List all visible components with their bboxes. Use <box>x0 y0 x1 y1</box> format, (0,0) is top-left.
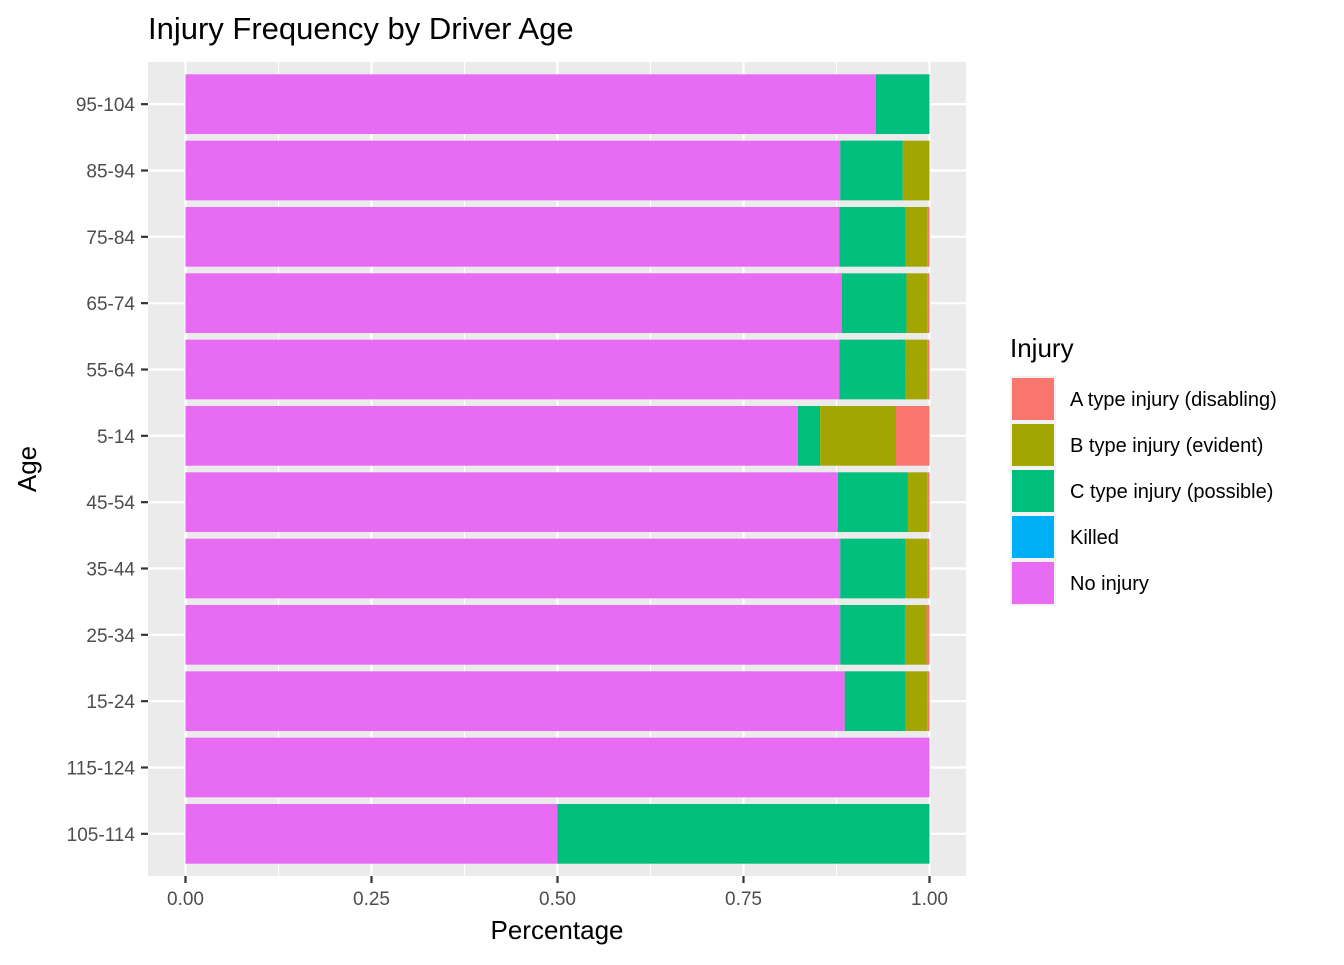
y-tick-label: 55-64 <box>86 361 135 382</box>
bar-segment-5-14-c <box>797 405 821 466</box>
bar-segment-45-54-a <box>927 472 930 533</box>
y-tick-label: 85-94 <box>86 162 135 183</box>
bar-segment-25-34-no <box>185 604 841 665</box>
x-tick-label: 0.25 <box>353 889 390 910</box>
legend-item-label: Killed <box>1070 527 1119 549</box>
bar-segment-105-114-c <box>557 803 930 864</box>
bar-segment-55-64-c <box>839 339 906 400</box>
x-tick-label: 0.00 <box>167 889 204 910</box>
x-tick-label: 0.75 <box>725 889 762 910</box>
bar-segment-105-114-no <box>185 803 558 864</box>
bar-segment-25-34-b <box>904 604 927 665</box>
bar-segment-45-54-no <box>185 472 838 533</box>
bar-segment-75-84-c <box>839 206 906 267</box>
bar-segment-15-24-b <box>905 671 928 732</box>
bar-segment-55-64-no <box>185 339 840 400</box>
legend-key-swatch <box>1012 424 1054 466</box>
legend-item-label: A type injury (disabling) <box>1070 389 1277 411</box>
y-tick-label: 25-34 <box>86 626 135 647</box>
bar-segment-85-94-c <box>840 140 903 201</box>
legend-key-swatch <box>1012 470 1054 512</box>
legend-key-swatch <box>1012 516 1054 558</box>
bars <box>185 74 930 864</box>
bar-segment-25-34-a <box>926 604 930 665</box>
bar-segment-25-34-c <box>840 604 905 665</box>
bar-segment-45-54-b <box>907 472 928 533</box>
bar-segment-65-74-no <box>185 273 842 334</box>
legend-item-label: C type injury (possible) <box>1070 481 1273 503</box>
bar-segment-65-74-c <box>841 273 907 334</box>
bar-segment-15-24-a <box>927 671 930 732</box>
bar-segment-35-44-a <box>927 538 930 599</box>
legend-title: Injury <box>1010 333 1074 363</box>
chart-title: Injury Frequency by Driver Age <box>148 11 574 46</box>
legend-item-label: B type injury (evident) <box>1070 435 1263 457</box>
y-tick-label: 5-14 <box>97 427 135 448</box>
bar-segment-65-74-b <box>906 273 928 334</box>
bar-segment-35-44-b <box>905 538 928 599</box>
bar-segment-85-94-b <box>902 140 930 201</box>
bar-segment-65-74-a <box>927 273 930 334</box>
bar-segment-75-84-a <box>927 206 930 267</box>
y-axis: 95-104 85-94 75-84 65-74 55-64 5-14 45-54 35-44… <box>67 95 148 846</box>
y-tick-label: 105-114 <box>67 825 136 846</box>
x-tick-label: 0.50 <box>539 889 576 910</box>
bar-segment-35-44-c <box>840 538 906 599</box>
bar-segment-45-54-c <box>837 472 908 533</box>
y-tick-label: 15-24 <box>86 692 135 713</box>
bar-segment-35-44-no <box>185 538 841 599</box>
bar-segment-75-84-no <box>185 206 840 267</box>
y-tick-label: 45-54 <box>86 493 135 514</box>
y-tick-label: 35-44 <box>86 560 135 581</box>
bar-segment-95-104-c <box>875 74 930 135</box>
bar-segment-5-14-no <box>185 405 798 466</box>
bar-segment-5-14-a <box>896 405 930 466</box>
bar-segment-75-84-b <box>905 206 928 267</box>
bar-segment-15-24-c <box>844 671 906 732</box>
bar-segment-15-24-no <box>185 671 845 732</box>
bar-segment-95-104-no <box>185 74 876 135</box>
legend-key-swatch <box>1012 378 1054 420</box>
x-axis-label: Percentage <box>491 915 624 945</box>
bar-segment-55-64-a <box>927 339 930 400</box>
y-axis-label: Age <box>12 446 42 492</box>
y-tick-label: 65-74 <box>86 294 135 315</box>
legend-item-label: No injury <box>1070 573 1149 595</box>
y-tick-label: 95-104 <box>76 95 136 116</box>
x-axis: 0.00 0.25 0.50 0.75 1.00 <box>167 876 948 910</box>
bar-segment-115-124-no <box>185 737 930 798</box>
bar-segment-5-14-b <box>820 405 897 466</box>
legend-key-swatch <box>1012 562 1054 604</box>
bar-segment-85-94-no <box>185 140 841 201</box>
y-tick-label: 115-124 <box>67 759 136 780</box>
x-tick-label: 1.00 <box>911 889 948 910</box>
legend: Injury A type injury (disabling) B type i… <box>1010 333 1277 606</box>
bar-segment-55-64-b <box>905 339 928 400</box>
y-tick-label: 75-84 <box>86 228 135 249</box>
